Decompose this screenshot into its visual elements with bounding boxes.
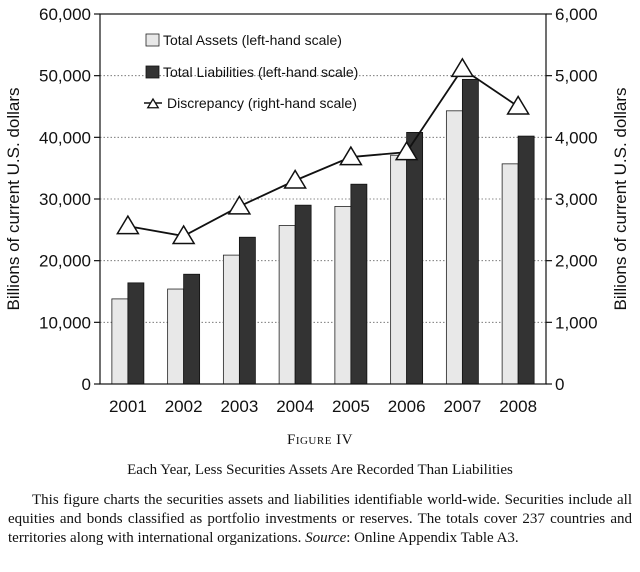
- x-tick-label: 2005: [332, 397, 370, 416]
- y2-tick-label: 2,000: [555, 252, 598, 271]
- bar-total-assets: [501, 163, 519, 385]
- legend-label-liabilities: Total Liabilities (left-hand scale): [163, 64, 358, 80]
- y-tick-label: 10,000: [39, 313, 91, 332]
- legend-label-discrepancy: Discrepancy (right-hand scale): [167, 95, 357, 111]
- bar-total-liabilities: [127, 282, 145, 385]
- description-text: This figure charts the securities assets…: [8, 492, 632, 546]
- bar-total-liabilities: [406, 131, 424, 385]
- figure-label: Figure IV: [286, 432, 354, 448]
- bar-total-assets: [334, 205, 352, 385]
- discrepancy-marker: [116, 214, 140, 235]
- y-tick-label: 20,000: [39, 252, 91, 271]
- bar-total-liabilities: [350, 183, 368, 385]
- source-label: Source: [305, 530, 347, 546]
- y-tick-label: 0: [82, 375, 91, 394]
- bar-total-liabilities: [183, 273, 201, 385]
- legend-swatch-assets: [145, 33, 160, 47]
- discrepancy-series: [116, 57, 530, 245]
- figure-title: Each Year, Less Securities Assets Are Re…: [127, 462, 513, 478]
- y-tick-label: 40,000: [39, 128, 91, 147]
- bars: [111, 78, 535, 385]
- discrepancy-marker: [339, 145, 363, 166]
- bar-total-assets: [111, 298, 129, 385]
- y2-tick-label: 0: [555, 375, 564, 394]
- bar-total-liabilities: [517, 135, 535, 385]
- discrepancy-marker: [171, 224, 196, 245]
- x-tick-label: 2008: [499, 397, 537, 416]
- legend-swatch-liabilities: [145, 65, 160, 79]
- y-tick-label: 50,000: [39, 67, 91, 86]
- legend: Total Assets (left-hand scale) Total Liab…: [144, 32, 358, 111]
- bar-total-assets: [390, 154, 408, 385]
- discrepancy-marker: [227, 194, 252, 215]
- discrepancy-line: [127, 67, 519, 237]
- x-tick-label: 2003: [220, 397, 258, 416]
- bar-total-liabilities: [294, 204, 312, 385]
- figure-description: This figure charts the securities assets…: [8, 491, 632, 548]
- x-tick-label: 2004: [276, 397, 314, 416]
- y-tick-label: 60,000: [39, 5, 91, 24]
- grid-lines: [100, 75, 546, 323]
- y2-tick-label: 5,000: [555, 67, 598, 86]
- y-axis-label: Billions of current U.S. dollars: [4, 88, 23, 311]
- y2-tick-label: 6,000: [555, 5, 598, 24]
- tick-labels: 0 0 10,000 1,000 20,000 2,000 30,000 3,000 40,00…: [39, 5, 598, 416]
- bar-total-assets: [167, 288, 185, 385]
- axes: [94, 13, 552, 385]
- x-tick-label: 2007: [443, 397, 481, 416]
- x-tick-label: 2001: [109, 397, 147, 416]
- y-tick-label: 30,000: [39, 190, 91, 209]
- bar-total-liabilities: [461, 78, 479, 385]
- x-tick-label: 2006: [388, 397, 426, 416]
- discrepancy-marker: [450, 57, 475, 78]
- source-text: : Online Appendix Table A3.: [346, 530, 519, 546]
- bar-total-assets: [222, 254, 240, 385]
- bar-total-assets: [278, 225, 296, 385]
- x-tick-label: 2002: [165, 397, 203, 416]
- discrepancy-marker: [283, 169, 307, 189]
- legend-label-assets: Total Assets (left-hand scale): [163, 32, 342, 48]
- y2-tick-label: 1,000: [555, 313, 598, 332]
- discrepancy-marker: [394, 140, 419, 161]
- y2-tick-label: 3,000: [555, 190, 598, 209]
- legend-marker-discrepancy: [146, 97, 160, 109]
- y2-axis-label: Billions of current U.S. dollars: [611, 88, 630, 311]
- bar-total-liabilities: [238, 236, 256, 385]
- chart: 0 0 10,000 1,000 20,000 2,000 30,000 3,000 40,00…: [4, 5, 630, 416]
- y2-tick-label: 4,000: [555, 128, 598, 147]
- discrepancy-marker: [506, 95, 530, 115]
- bar-total-assets: [445, 110, 463, 385]
